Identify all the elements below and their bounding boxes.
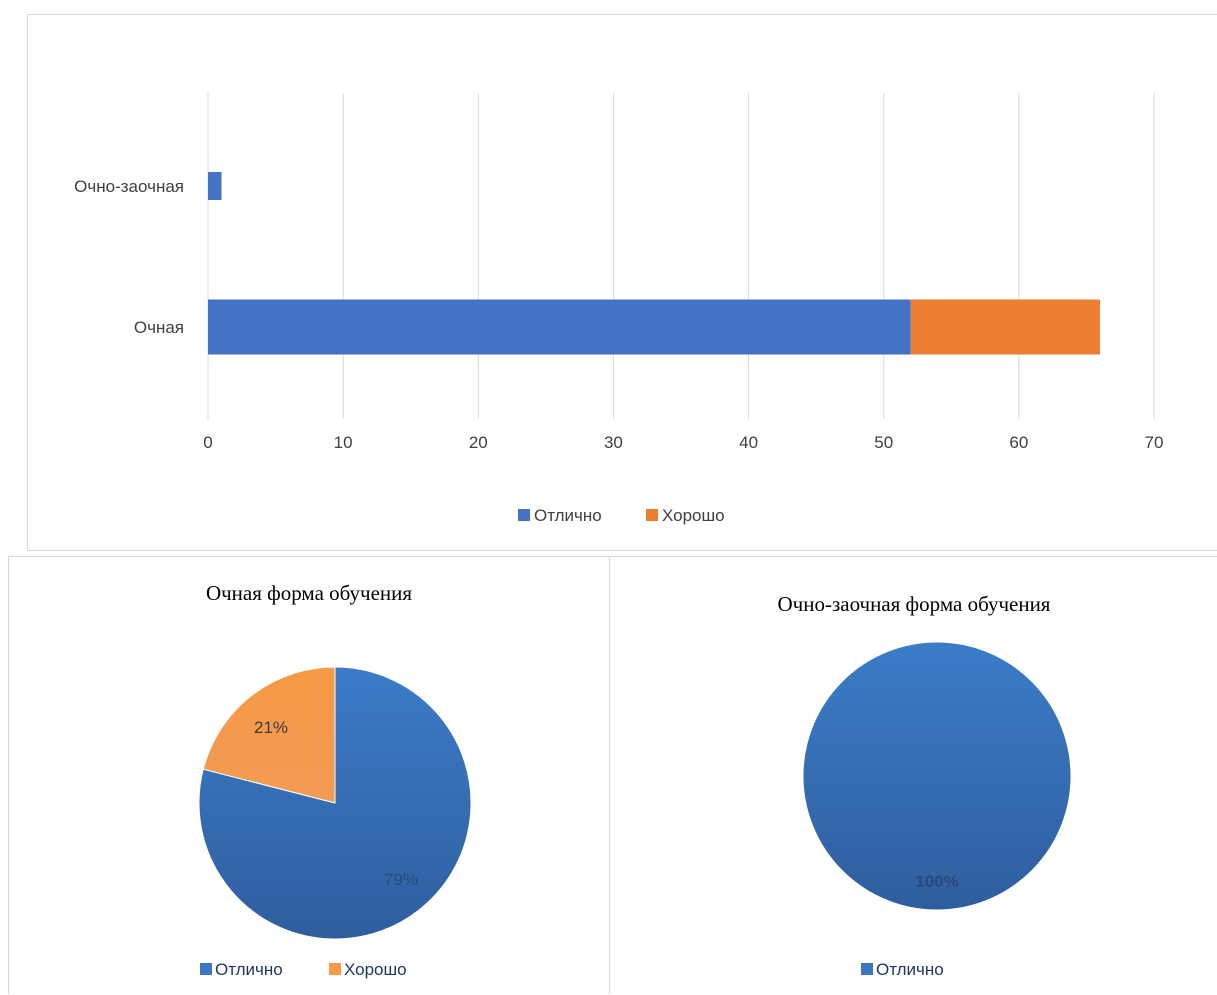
pie-data-label: 79%	[384, 870, 418, 889]
y-category-label: Очно-заочная	[74, 177, 184, 196]
legend-swatch	[329, 963, 341, 975]
x-tick-label: 20	[469, 433, 488, 452]
x-tick-label: 50	[874, 433, 893, 452]
legend-label: Отлично	[215, 960, 283, 979]
y-category-label: Очная	[134, 318, 184, 337]
x-tick-label: 30	[604, 433, 623, 452]
x-tick-label: 0	[203, 433, 212, 452]
bar-chart-panel: 0 10 20 30 40 50 60 70 Очно-заочная Очная Отлично Х…	[27, 14, 1217, 551]
legend-label: Хорошо	[662, 506, 725, 525]
x-tick-label: 10	[334, 433, 353, 452]
bar-segment-good	[910, 299, 1100, 355]
pie-chart-full-time: Очная форма обучения 79% 21% Отлично Хорошо	[198, 581, 472, 979]
pie-slice-good	[202, 666, 336, 804]
bar-segment-excellent	[208, 172, 222, 200]
pie-slice-excellent	[802, 641, 1072, 911]
pie-title: Очная форма обучения	[206, 581, 412, 605]
legend-label: Хорошо	[344, 960, 407, 979]
pie-chart-panel-full-time: Очная форма обучения 79% 21% Отлично Хорошо	[8, 556, 609, 994]
legend-swatch	[861, 963, 873, 975]
bar-segment-excellent	[208, 299, 911, 355]
legend-swatch	[518, 509, 530, 521]
bar-chart: 0 10 20 30 40 50 60 70 Очно-заочная Очная Отлично Х…	[74, 93, 1164, 525]
legend-swatch	[646, 509, 658, 521]
legend-label: Отлично	[876, 960, 944, 979]
x-tick-label: 70	[1145, 433, 1164, 452]
pie-title: Очно-заочная форма обучения	[778, 592, 1051, 616]
legend-label: Отлично	[534, 506, 602, 525]
pie-data-label: 21%	[254, 718, 288, 737]
x-tick-label: 40	[739, 433, 758, 452]
legend-swatch	[200, 963, 212, 975]
pie-data-label: 100%	[915, 872, 958, 891]
pie-chart-panel-part-time: Очно-заочная форма обучения 100% Отлично	[609, 556, 1217, 994]
pie-chart-part-time: Очно-заочная форма обучения 100% Отлично	[778, 592, 1072, 979]
x-tick-label: 60	[1009, 433, 1028, 452]
